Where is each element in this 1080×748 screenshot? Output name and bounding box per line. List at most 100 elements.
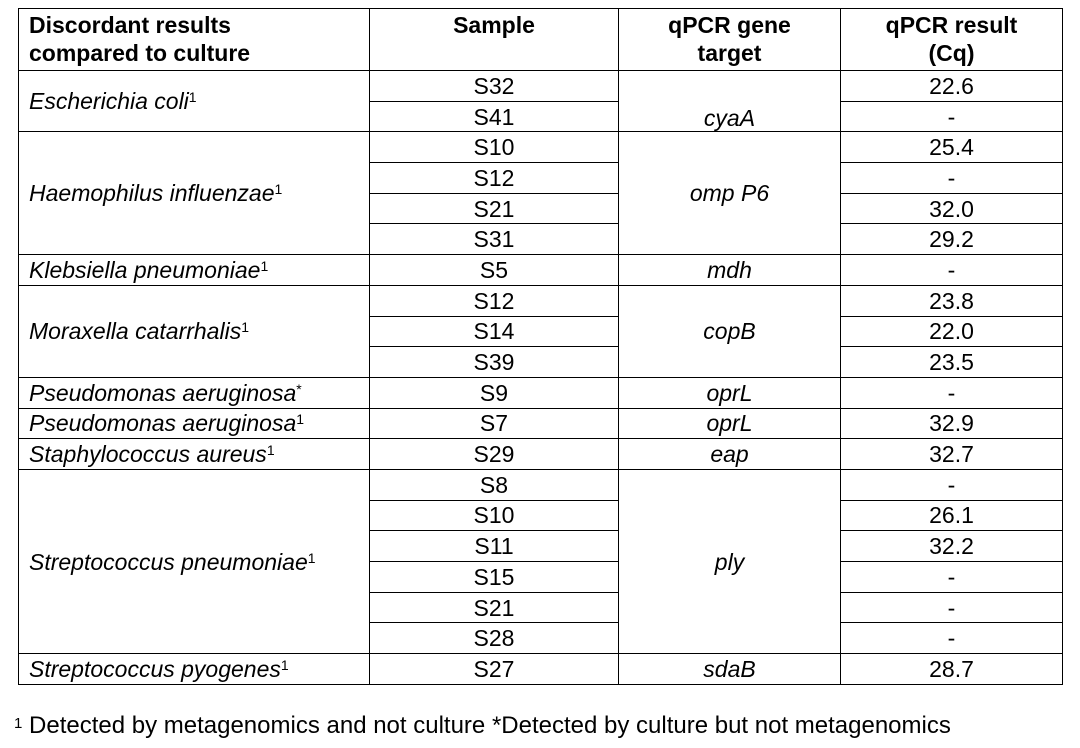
gene-target-cell: oprL [618,376,841,409]
table-row: Pseudomonas aeruginosa* S9 oprL - [18,376,1063,409]
organism-cell: Haemophilus influenzae1 [18,131,370,256]
organism-mark: 1 [296,411,305,428]
gene-target-cell: omp P6 [618,131,841,256]
cq-cell: 32.2 [840,530,1063,562]
table-row: Klebsiella pneumoniae1 S5 mdh - [18,254,1063,286]
cq-cell: 22.6 [840,70,1063,102]
cq-cell: 25.4 [840,131,1063,164]
organism-cell: Pseudomonas aeruginosa1 [18,407,370,440]
sample-cell: S15 [369,561,619,593]
table-row: Haemophilus influenzae1 S10 omp P6 25.4 [18,131,1063,256]
table-row: S21 32.0 [19,192,1063,225]
table-row: S15 - [19,561,1063,593]
table-row: Moraxella catarrhalis1 S12 copB 23.8 [18,284,1063,378]
cq-cell: 32.0 [840,192,1063,225]
table-row: Streptococcus pneumoniae1 S8 ply - [18,468,1063,655]
cq-cell: 22.0 [840,315,1063,348]
header-organism: Discordant results compared to culture [18,8,370,71]
organism-cell: Escherichia coli1 [18,69,370,133]
cq-cell: - [840,162,1063,194]
organism-cell: Streptococcus pyogenes1 [18,653,370,685]
gene-target-cell: ply [618,468,841,655]
cq-cell: - [840,100,1063,133]
organism-cell: Moraxella catarrhalis1 [18,284,370,378]
cq-cell: 23.8 [840,284,1063,317]
table-row: S12 - [19,162,1063,194]
cq-cell: - [840,622,1063,655]
results-table: Discordant results compared to culture Sa… [18,8,1063,685]
footnote: 1 Detected by metagenomics and not cultu… [14,712,951,740]
table-row: S14 22.0 [19,315,1063,348]
sample-cell: S29 [369,438,619,470]
cq-cell: 32.7 [840,438,1063,470]
organism-mark: 1 [188,89,197,106]
table-row: Staphylococcus aureus1 S29 eap 32.7 [18,438,1063,470]
sample-cell: S41 [369,100,619,133]
sample-cell: S14 [369,315,619,348]
cq-cell: 29.2 [840,223,1063,256]
organism-name: Escherichia coli [29,88,189,115]
header-qpcr-result: qPCR result (Cq) [840,8,1063,71]
organism-name: Pseudomonas aeruginosa [29,410,297,437]
sample-cell: S32 [369,70,619,102]
gene-target-cell: eap [618,438,841,470]
cq-cell: 23.5 [840,346,1063,378]
sample-cell: S12 [369,162,619,194]
sample-cell: S7 [369,407,619,440]
organism-cell: Staphylococcus aureus1 [18,438,370,470]
sample-cell: S10 [369,499,619,532]
sample-cell: S5 [369,254,619,286]
sample-cell: S21 [369,591,619,624]
organism-name: Streptococcus pyogenes [29,655,281,682]
table-row: Escherichia coli1 S32 cyaA 22.6 [18,69,1063,133]
gene-target-cell: cyaA [618,69,841,133]
sample-cell: S21 [369,192,619,225]
organism-mark: 1 [307,549,316,566]
header-gene-target: qPCR gene target [618,8,841,71]
gene-target-cell: sdaB [618,653,841,685]
organism-mark: 1 [266,442,275,459]
organism-mark: 1 [260,257,269,274]
cq-cell: 26.1 [840,499,1063,532]
organism-mark: 1 [241,319,249,336]
organism-cell: Streptococcus pneumoniae1 [18,468,370,655]
organism-name: Staphylococcus aureus [29,441,267,468]
sample-cell: S8 [369,468,619,501]
gene-target-cell: copB [618,284,841,378]
table-row: S28 - [19,622,1063,655]
sample-cell: S11 [369,530,619,562]
header-row: Discordant results compared to culture Sa… [18,8,1063,71]
table-row: S21 - [19,591,1063,624]
sample-cell: S12 [369,284,619,317]
table-body: Escherichia coli1 S32 cyaA 22.6 S41- Haemophi… [18,69,1063,685]
organism-mark: * [296,380,302,397]
table-row: S11 32.2 [19,530,1063,562]
cq-cell: 28.7 [840,653,1063,685]
table-row: S41 - [19,100,1063,133]
organism-cell: Pseudomonas aeruginosa* [18,376,370,409]
sample-cell: S31 [369,223,619,256]
organism-name: Streptococcus pneumoniae [29,548,308,575]
sample-cell: S28 [369,622,619,655]
gene-target-cell: mdh [618,254,841,286]
footnote-text: Detected by metagenomics and not culture… [22,712,951,739]
gene-target-cell: oprL [618,407,841,440]
organism-name: Pseudomonas aeruginosa [29,379,297,406]
table-row: S39 23.5 [19,346,1063,378]
header-sample: Sample [369,8,619,71]
sample-cell: S39 [369,346,619,378]
organism-mark: 1 [274,181,283,198]
table-row: Pseudomonas aeruginosa1 S7 oprL 32.9 [18,407,1063,440]
cq-cell: - [840,561,1063,593]
sample-cell: S10 [369,131,619,164]
cq-cell: - [840,468,1063,501]
table-row: Streptococcus pyogenes1 S27 sdaB 28.7 [18,653,1063,685]
cq-cell: - [840,376,1063,409]
cq-cell: - [840,591,1063,624]
sample-cell: S27 [369,653,619,685]
organism-name: Klebsiella pneumoniae [29,256,261,283]
organism-cell: Klebsiella pneumoniae1 [18,254,370,286]
sample-cell: S9 [369,376,619,409]
organism-name: Haemophilus influenzae [29,180,275,207]
footnote-mark: 1 [14,715,23,732]
